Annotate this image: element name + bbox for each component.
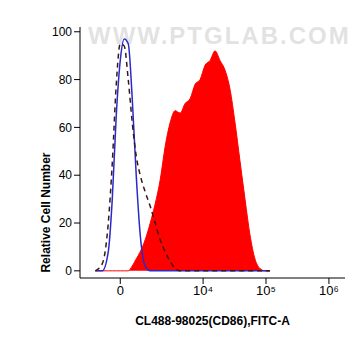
svg-text:10⁴: 10⁴ (193, 283, 213, 298)
svg-text:10⁶: 10⁶ (319, 283, 339, 298)
svg-text:80: 80 (59, 73, 73, 87)
svg-text:10⁵: 10⁵ (256, 283, 276, 298)
svg-text:60: 60 (59, 121, 73, 135)
svg-text:20: 20 (59, 216, 73, 230)
html-text:WWW.PTGLAB.COM: WWW.PTGLAB.COM (88, 22, 351, 49)
svg-text:40: 40 (59, 168, 73, 182)
svg-text:100: 100 (52, 25, 72, 39)
svg-text:CL488-98025(CD86),FITC-A: CL488-98025(CD86),FITC-A (135, 314, 290, 328)
svg-text:0: 0 (65, 264, 72, 278)
svg-text:Relative Cell Number: Relative Cell Number (39, 152, 53, 272)
svg-text:0: 0 (117, 283, 124, 298)
